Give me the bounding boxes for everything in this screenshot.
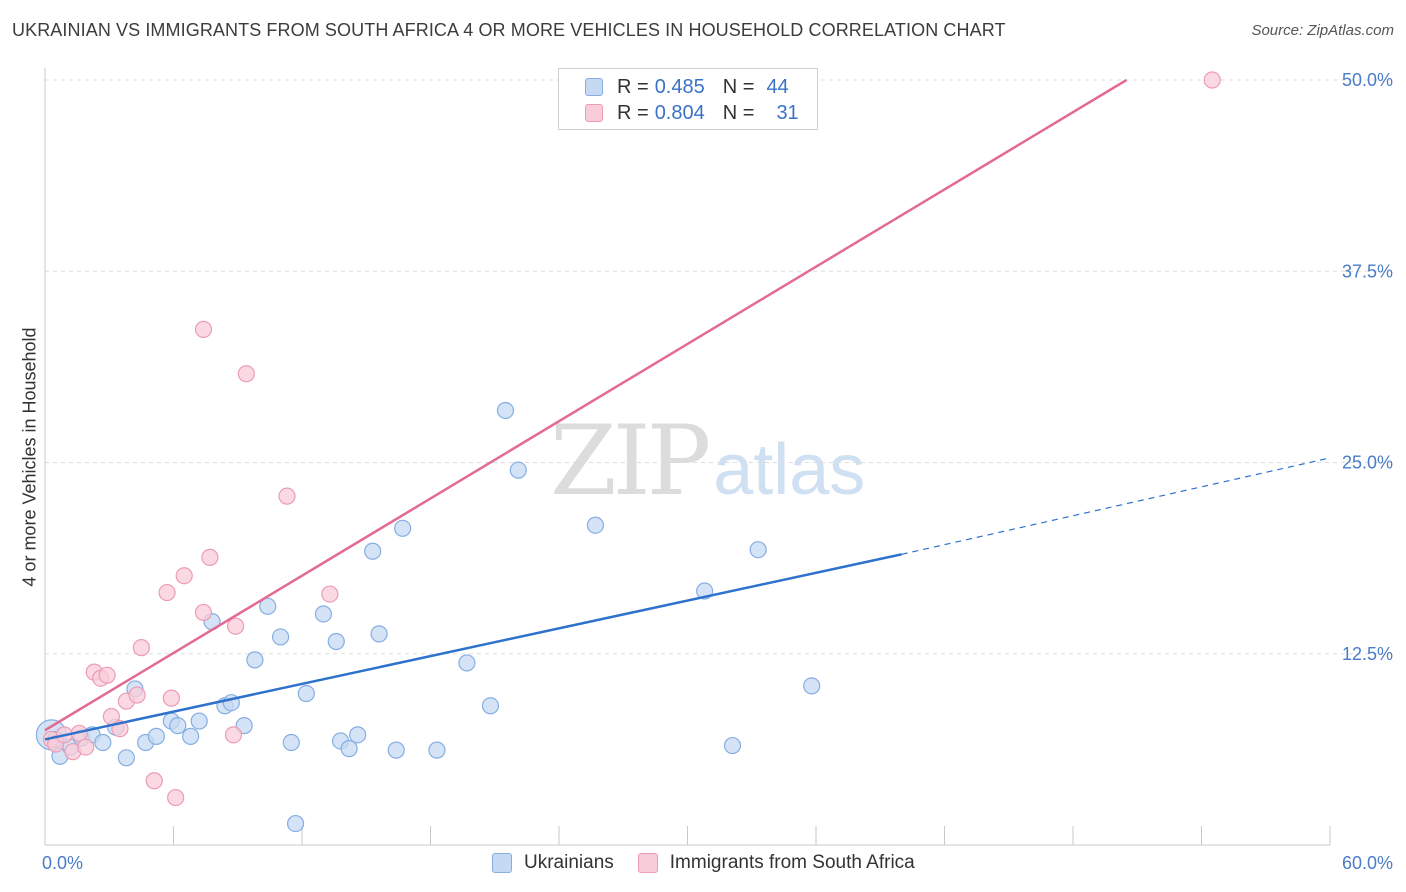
x-tick-label: 0.0% xyxy=(42,853,83,873)
chart-title: UKRAINIAN VS IMMIGRANTS FROM SOUTH AFRIC… xyxy=(12,20,1006,40)
ukrainian-point xyxy=(496,401,515,420)
south-africa-point xyxy=(278,487,296,505)
south-africa-point xyxy=(167,788,185,807)
ukrainian-point xyxy=(327,632,345,651)
south-africa-point xyxy=(128,686,146,704)
south-africa-point xyxy=(175,567,193,585)
correlation-legend: R = 0.485 N = 44 R = 0.804 N = 31 xyxy=(558,68,818,130)
south-africa-point xyxy=(1203,71,1221,89)
south-africa-point xyxy=(224,726,243,744)
south-africa-point xyxy=(194,603,213,622)
series-legend-south-africa: Immigrants from South Africa xyxy=(637,852,915,874)
series-legend: Ukrainians Immigrants from South Africa xyxy=(492,852,939,874)
ukrainian-point xyxy=(394,519,412,537)
south-africa-point xyxy=(132,639,150,657)
legend-r-value: 0.485 xyxy=(654,75,705,98)
ukrainian-point xyxy=(458,654,476,672)
ukrainian-point xyxy=(286,814,305,833)
series-swatch-blue xyxy=(492,853,512,873)
ukrainian-point xyxy=(509,461,527,479)
y-tick-label: 25.0% xyxy=(1342,453,1393,473)
legend-r-value: 0.804 xyxy=(654,101,705,124)
source-label: Source: ZipAtlas.com xyxy=(1251,22,1394,39)
series-label-south-africa: Immigrants from South Africa xyxy=(669,852,915,873)
ukrainian-point xyxy=(803,677,821,695)
ukrainian-point xyxy=(190,712,208,730)
ukrainian-point xyxy=(117,749,135,767)
series-legend-ukrainians: Ukrainians xyxy=(492,852,614,874)
y-tick-label: 37.5% xyxy=(1342,261,1393,281)
legend-n-value: 31 xyxy=(776,101,799,124)
ukrainian-point xyxy=(94,733,112,752)
x-tick-label: 60.0% xyxy=(1342,853,1393,873)
south-africa-point xyxy=(227,617,245,635)
ukrainian-point xyxy=(182,727,200,745)
south-africa-point xyxy=(162,689,180,707)
legend-r-label: R = xyxy=(617,75,649,98)
legend-swatch-pink xyxy=(585,104,603,122)
south-africa-point xyxy=(145,772,163,790)
ukrainian-point xyxy=(481,697,500,715)
ukrainian-point xyxy=(340,740,358,758)
south-africa-point xyxy=(77,738,95,756)
ukrainian-point xyxy=(314,605,333,623)
legend-row-south-africa: R = 0.804 N = 31 xyxy=(585,101,799,125)
series-swatch-pink xyxy=(637,853,658,873)
ukrainian-point xyxy=(297,684,315,703)
south-africa-point xyxy=(158,583,176,602)
ukrainian-point xyxy=(428,741,446,759)
ukrainian-point xyxy=(364,542,382,560)
south-africa-trend-line xyxy=(44,78,1128,732)
ukrainian-point xyxy=(387,741,405,759)
y-tick-label: 12.5% xyxy=(1342,644,1393,664)
ukrainian-point xyxy=(586,516,605,534)
legend-n-label: N = xyxy=(722,75,755,98)
ukrainian-point xyxy=(246,651,264,669)
ukrainian-trend-line xyxy=(44,553,902,741)
ukrainian-point xyxy=(349,726,367,744)
south-africa-point xyxy=(201,548,219,566)
legend-row-ukrainians: R = 0.485 N = 44 xyxy=(585,75,789,99)
ukrainian-point xyxy=(723,736,742,755)
south-africa-point xyxy=(98,666,116,684)
ukrainian-point xyxy=(282,733,300,752)
legend-n-value: 44 xyxy=(766,75,789,98)
south-africa-point xyxy=(321,585,339,603)
ukrainian-point xyxy=(370,625,388,643)
south-africa-point xyxy=(194,320,213,338)
ukrainian-point xyxy=(147,727,165,745)
legend-n-label: N = xyxy=(722,101,755,124)
ukrainian-point xyxy=(749,541,767,559)
south-africa-point xyxy=(237,365,255,383)
legend-swatch-blue xyxy=(585,78,603,96)
ukrainian-point xyxy=(259,597,277,615)
series-label-ukrainians: Ukrainians xyxy=(524,852,614,873)
ukrainian-trend-extension xyxy=(901,457,1331,555)
ukrainian-point xyxy=(271,628,290,646)
legend-r-label: R = xyxy=(617,101,649,124)
y-axis-label: 4 or more Vehicles in Household xyxy=(19,327,40,587)
y-tick-label: 50.0% xyxy=(1342,70,1393,90)
ukrainian-point xyxy=(169,717,187,735)
